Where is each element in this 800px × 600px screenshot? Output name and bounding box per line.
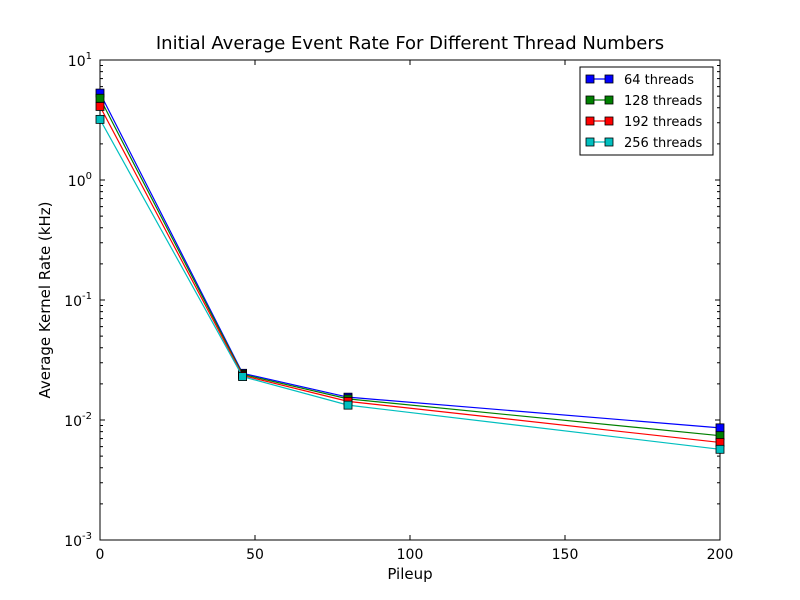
legend-box: [579, 66, 714, 156]
chart-title: Initial Average Event Rate For Different…: [156, 33, 664, 54]
series-line: [99, 97, 721, 437]
x-tick-label: 0: [96, 547, 105, 563]
y-tick-label: 100: [68, 171, 92, 190]
y-axis-label: Average Kernel Rate (kHz): [36, 202, 54, 399]
legend-marker: [585, 74, 595, 84]
legend-marker: [585, 137, 595, 147]
data-point: [715, 444, 725, 454]
y-axis: 10-3 10-2 10-1 100 101: [64, 51, 720, 550]
legend-marker: [585, 95, 595, 105]
y-tick-label: 10-3: [64, 531, 92, 550]
legend-marker: [604, 137, 614, 147]
legend-marker: [604, 116, 614, 126]
x-tick-label: 200: [707, 547, 734, 563]
data-point: [95, 114, 105, 124]
data-point: [95, 102, 105, 111]
data-point: [715, 423, 725, 433]
legend-label: 128 threads: [624, 94, 703, 109]
x-tick-label: 100: [397, 547, 424, 563]
legend-label: 256 threads: [624, 136, 703, 151]
data-point: [238, 372, 248, 381]
legend-item: 128 threads: [585, 94, 703, 109]
x-tick-label: 50: [246, 547, 264, 563]
legend-marker: [585, 116, 595, 126]
legend-item: 64 threads: [585, 73, 694, 88]
series-layer: [95, 88, 725, 454]
y-tick-label: 101: [68, 51, 92, 70]
series-line: [99, 92, 721, 429]
series-line: [99, 119, 721, 450]
legend-marker: [604, 74, 614, 84]
y-tick-label: 10-1: [64, 291, 92, 310]
series-3: [95, 114, 725, 454]
legend-label: 64 threads: [624, 73, 694, 88]
data-point: [343, 400, 353, 410]
legend-item: 192 threads: [585, 115, 703, 130]
legend-label: 192 threads: [624, 115, 703, 130]
x-tick-label: 150: [552, 547, 579, 563]
y-tick-label: 10-2: [64, 411, 92, 430]
legend-marker: [604, 95, 614, 105]
data-point: [95, 93, 105, 103]
series-line: [99, 106, 721, 444]
legend-item: 256 threads: [585, 136, 703, 151]
legend: 64 threads 128 threads 192 threads 256 thre…: [579, 66, 714, 156]
x-axis: 0 50 100 150 200: [96, 60, 734, 563]
x-axis-label: Pileup: [387, 565, 432, 583]
